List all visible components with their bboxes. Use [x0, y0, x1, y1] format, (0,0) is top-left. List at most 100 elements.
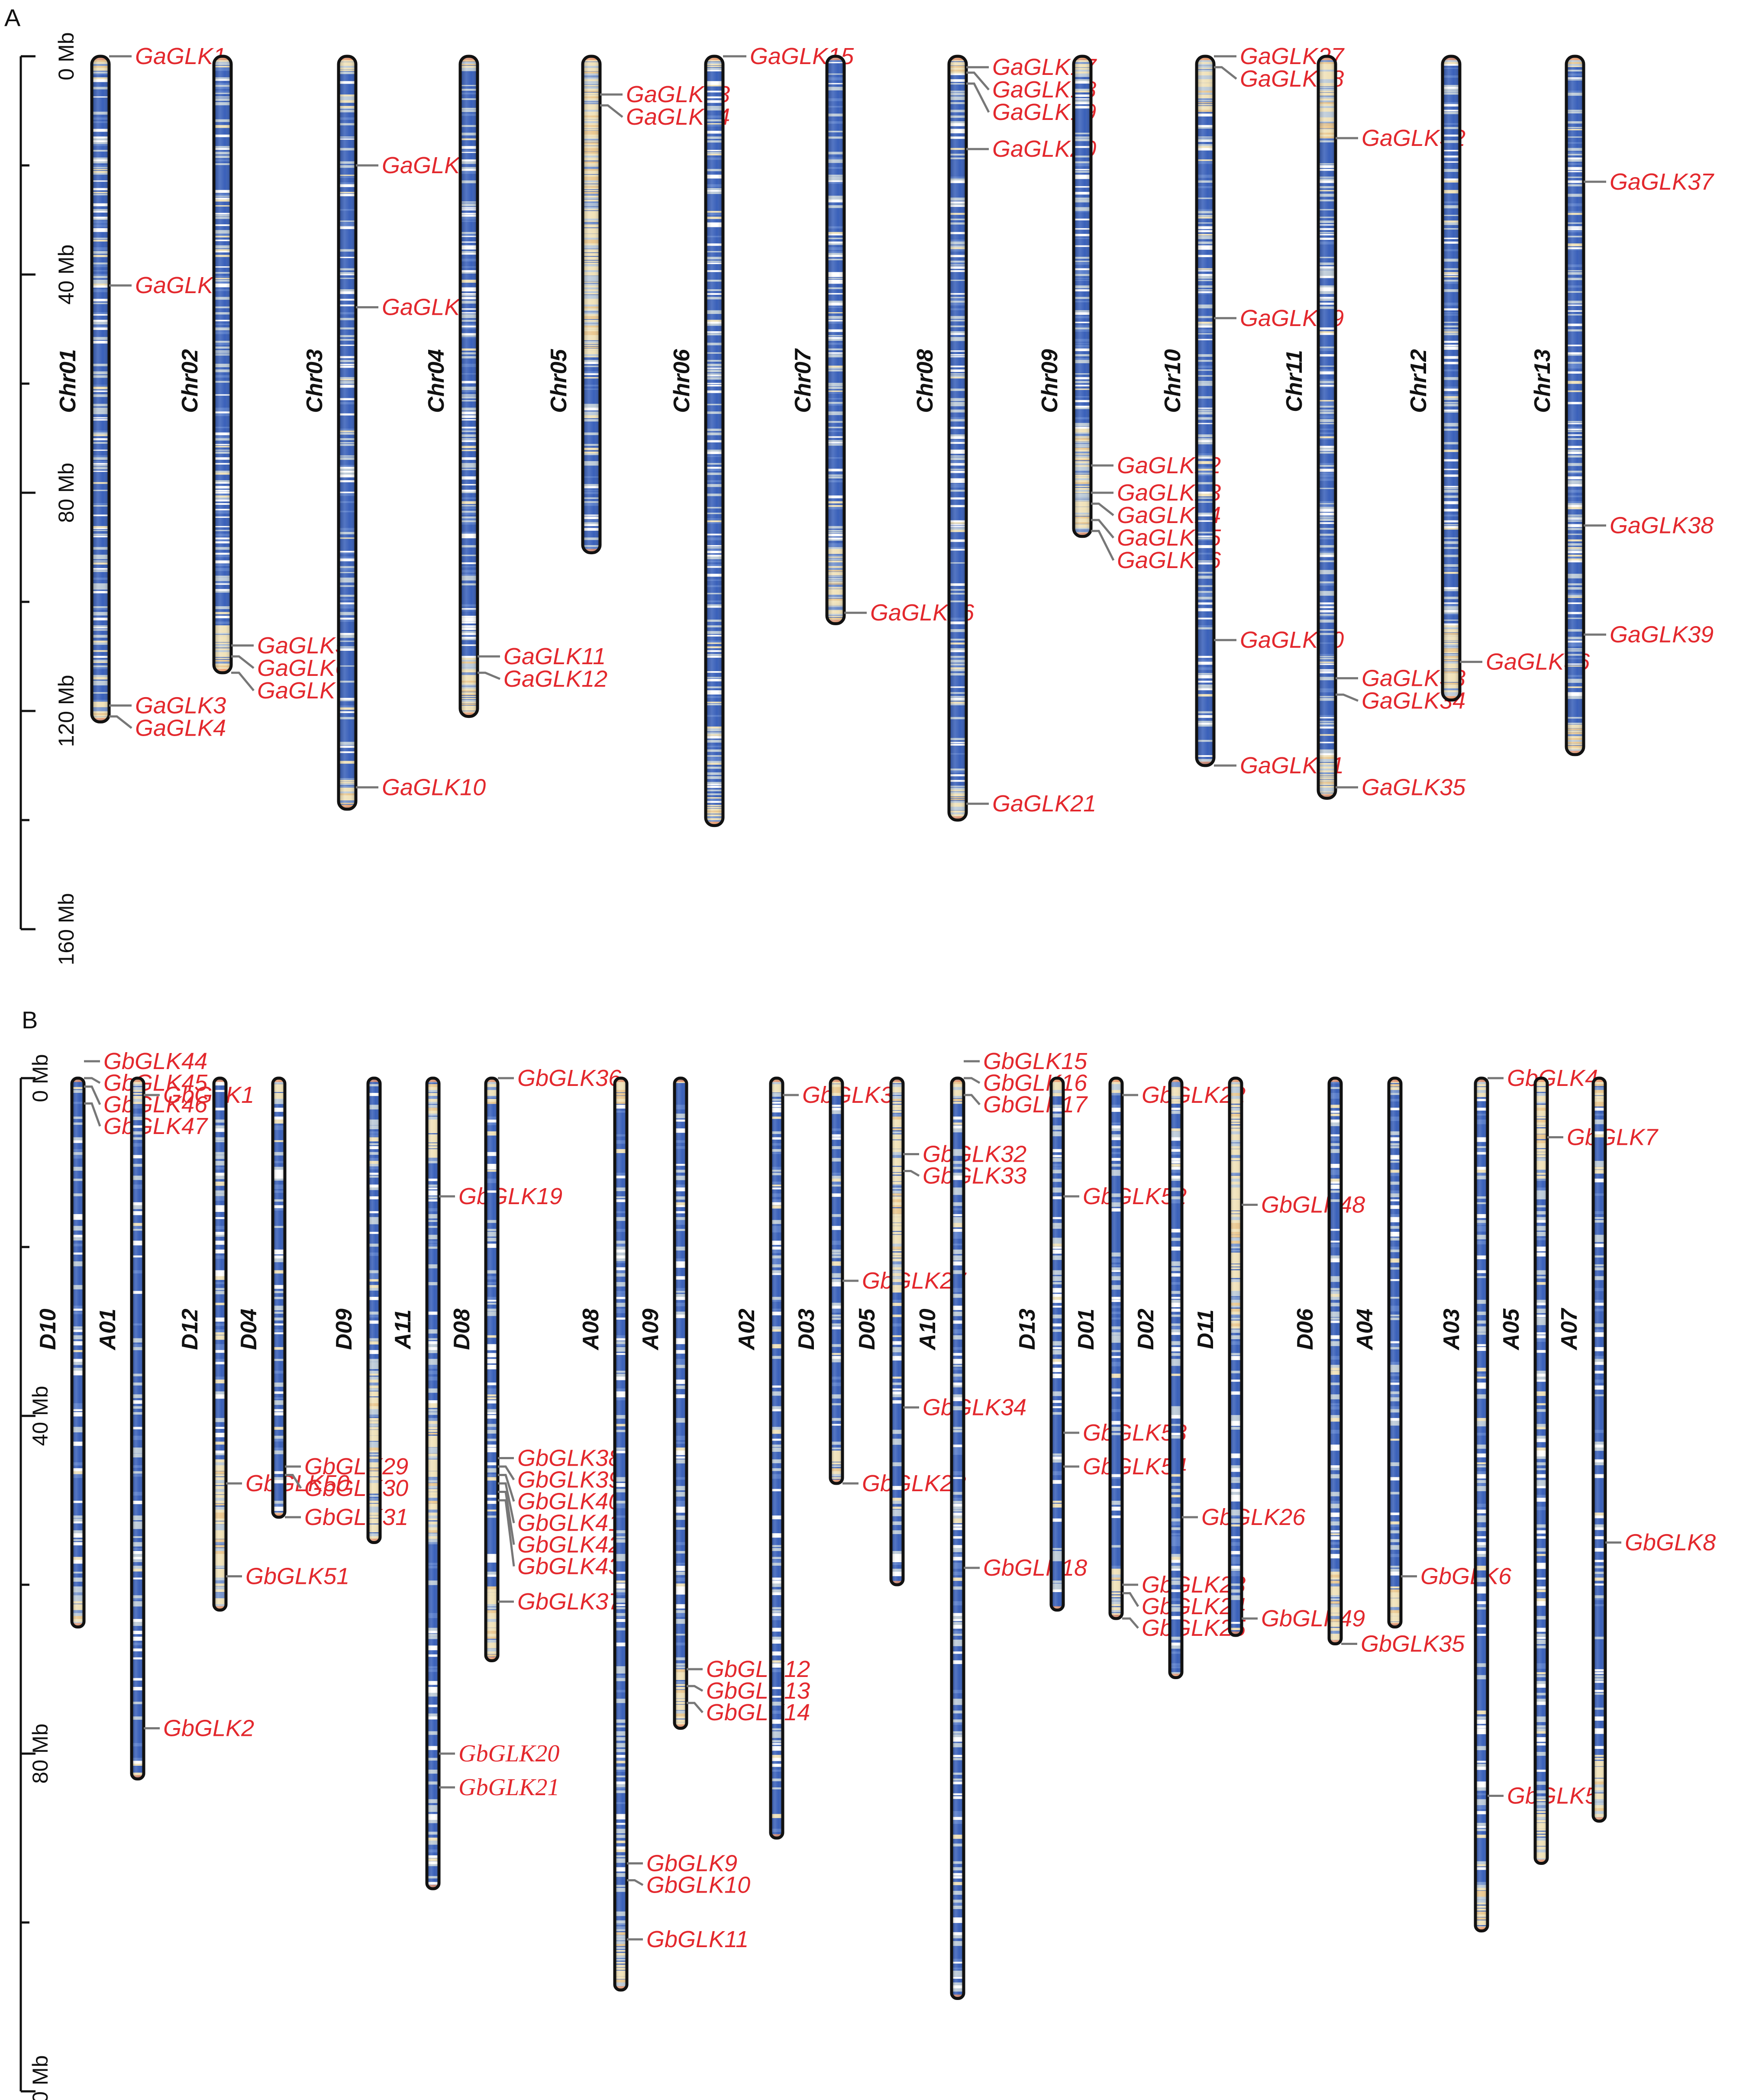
- chromosome-outline: [271, 1076, 287, 1519]
- chromosome-name: Chr09: [1037, 349, 1062, 413]
- chromosome-outline: [1591, 1076, 1607, 1823]
- chromosome-name: A05: [1499, 1308, 1524, 1350]
- gene-label: GbGLK3: [802, 1082, 893, 1108]
- gene-label: GbGLK4: [1507, 1065, 1598, 1091]
- panel-a: A 0 Mb 40 Mb 80 Mb 120 Mb 160 Mb Chr01 GaGLK1…: [4, 4, 1714, 965]
- gene-connector: [966, 71, 990, 90]
- gene-connector: [498, 1482, 515, 1524]
- gene-label: GaGLK38: [1610, 513, 1714, 539]
- gene-connector: [84, 1102, 101, 1127]
- gene-label: GbGLK44: [103, 1048, 207, 1074]
- gene-label: GbGLK9: [646, 1851, 737, 1877]
- gene-connector: [498, 1491, 515, 1545]
- gene-connector: [285, 1474, 302, 1489]
- panel-a-letter: A: [4, 4, 21, 31]
- chromosome-outline: [1108, 1076, 1124, 1620]
- gene-label: GaGLK2: [135, 272, 226, 298]
- gene-label: GbGLK35: [1361, 1631, 1465, 1657]
- gene-label: GaGLK35: [1362, 774, 1466, 800]
- gene-connector: [600, 104, 623, 118]
- chromosome-name: D04: [236, 1308, 261, 1350]
- gene-label: GbGLK33: [923, 1163, 1026, 1189]
- gene-connector: [498, 1499, 515, 1567]
- gene-connector: [109, 715, 132, 729]
- chromosome-name: D11: [1193, 1309, 1218, 1349]
- gene-label: GbGLK37: [517, 1589, 622, 1615]
- gene-connector: [687, 1685, 704, 1692]
- axis-tick-label: 120 Mb: [28, 2055, 52, 2100]
- gene-label: GbGLK21: [458, 1774, 559, 1801]
- chromosome-outline: [484, 1076, 500, 1662]
- chromosome-name: Chr12: [1406, 349, 1431, 413]
- gene-label: GbGLK51: [245, 1564, 349, 1590]
- chromosome-name: Chr08: [913, 349, 938, 413]
- chromosome-outline: [825, 55, 846, 625]
- chromosome-d03: D03 GbGLK27 GbGLK28: [794, 1076, 967, 1496]
- chromosome-name: Chr13: [1530, 349, 1555, 413]
- chromosome-name: Chr10: [1160, 349, 1185, 413]
- chromosome-name: D02: [1133, 1308, 1159, 1350]
- chromosome-a02: A02 GbGLK3: [734, 1076, 893, 1840]
- chromosome-outline: [769, 1076, 784, 1840]
- gene-connector: [1091, 502, 1114, 516]
- gene-label: GbGLK12: [706, 1656, 810, 1682]
- gene-label: GbGLK42: [517, 1532, 621, 1558]
- chromosome-name: Chr03: [302, 349, 327, 413]
- gene-label: GbGLK28: [862, 1470, 966, 1496]
- chromosome-outline: [425, 1076, 441, 1890]
- gene-label: GaGLK3: [135, 692, 226, 718]
- gene-connector: [1122, 1592, 1139, 1607]
- gene-label: GaGLK6: [257, 655, 349, 681]
- chromosome-outline: [1327, 1076, 1343, 1645]
- chromosome-name: A11: [391, 1309, 416, 1350]
- chromosome-name: Chr01: [55, 349, 81, 413]
- gene-label: GbGLK5: [1507, 1783, 1598, 1809]
- panel-b-axis: 0 Mb 40 Mb 80 Mb 120 Mb: [19, 1054, 52, 2100]
- gene-label: GbGLK8: [1625, 1530, 1716, 1556]
- axis-tick-label: 40 Mb: [28, 1386, 52, 1446]
- chromosome-name: Chr05: [546, 349, 571, 413]
- gene-connector: [1091, 530, 1115, 561]
- gene-label: GbGLK26: [1201, 1504, 1306, 1530]
- gene-label: GbGLK15: [983, 1048, 1088, 1074]
- gene-label: GbGLK39: [517, 1467, 621, 1493]
- chromosome-outline: [673, 1076, 688, 1730]
- chromosome-outline: [1565, 55, 1585, 756]
- chromosome-outline: [950, 1076, 965, 2000]
- gene-connector: [966, 82, 990, 113]
- gene-label: GbGLK40: [517, 1489, 621, 1515]
- chromosome-name: D05: [855, 1308, 880, 1350]
- gene-label: GbGLK7: [1567, 1124, 1659, 1150]
- chromosome-outline: [1072, 55, 1093, 538]
- chromosome-a07: A07 GbGLK8: [1557, 1076, 1716, 1823]
- chromosome-name: D09: [332, 1308, 357, 1350]
- gene-connector: [478, 672, 500, 680]
- gene-label: GbGLK19: [458, 1183, 562, 1209]
- gene-connector: [627, 1879, 644, 1886]
- chromosome-outline: [1228, 1076, 1243, 1637]
- gene-label: GaGLK4: [135, 715, 226, 741]
- gene-label: GbGLK17: [983, 1092, 1088, 1118]
- gene-connector: [1214, 66, 1237, 80]
- chromosome-outline: [130, 1076, 145, 1780]
- gene-label: GbGLK27: [862, 1268, 967, 1294]
- gene-connector: [964, 1077, 981, 1084]
- gene-label: GbGLK2: [163, 1716, 254, 1741]
- chromosome-name: Chr06: [669, 349, 694, 413]
- gene-label: GbGLK6: [1420, 1564, 1512, 1590]
- chromosome-name: D13: [1015, 1308, 1040, 1350]
- chromosome-outline: [581, 55, 602, 555]
- chromosome-a11: A11 GbGLK19 GbGLK20 GbGLK21: [391, 1076, 562, 1890]
- chromosome-name: A01: [95, 1308, 120, 1350]
- gene-label: GbGLK45: [103, 1070, 208, 1096]
- gene-label: GbGLK13: [706, 1678, 810, 1704]
- chromosome-outline: [70, 1076, 86, 1628]
- gene-label: GaGLK11: [503, 643, 606, 669]
